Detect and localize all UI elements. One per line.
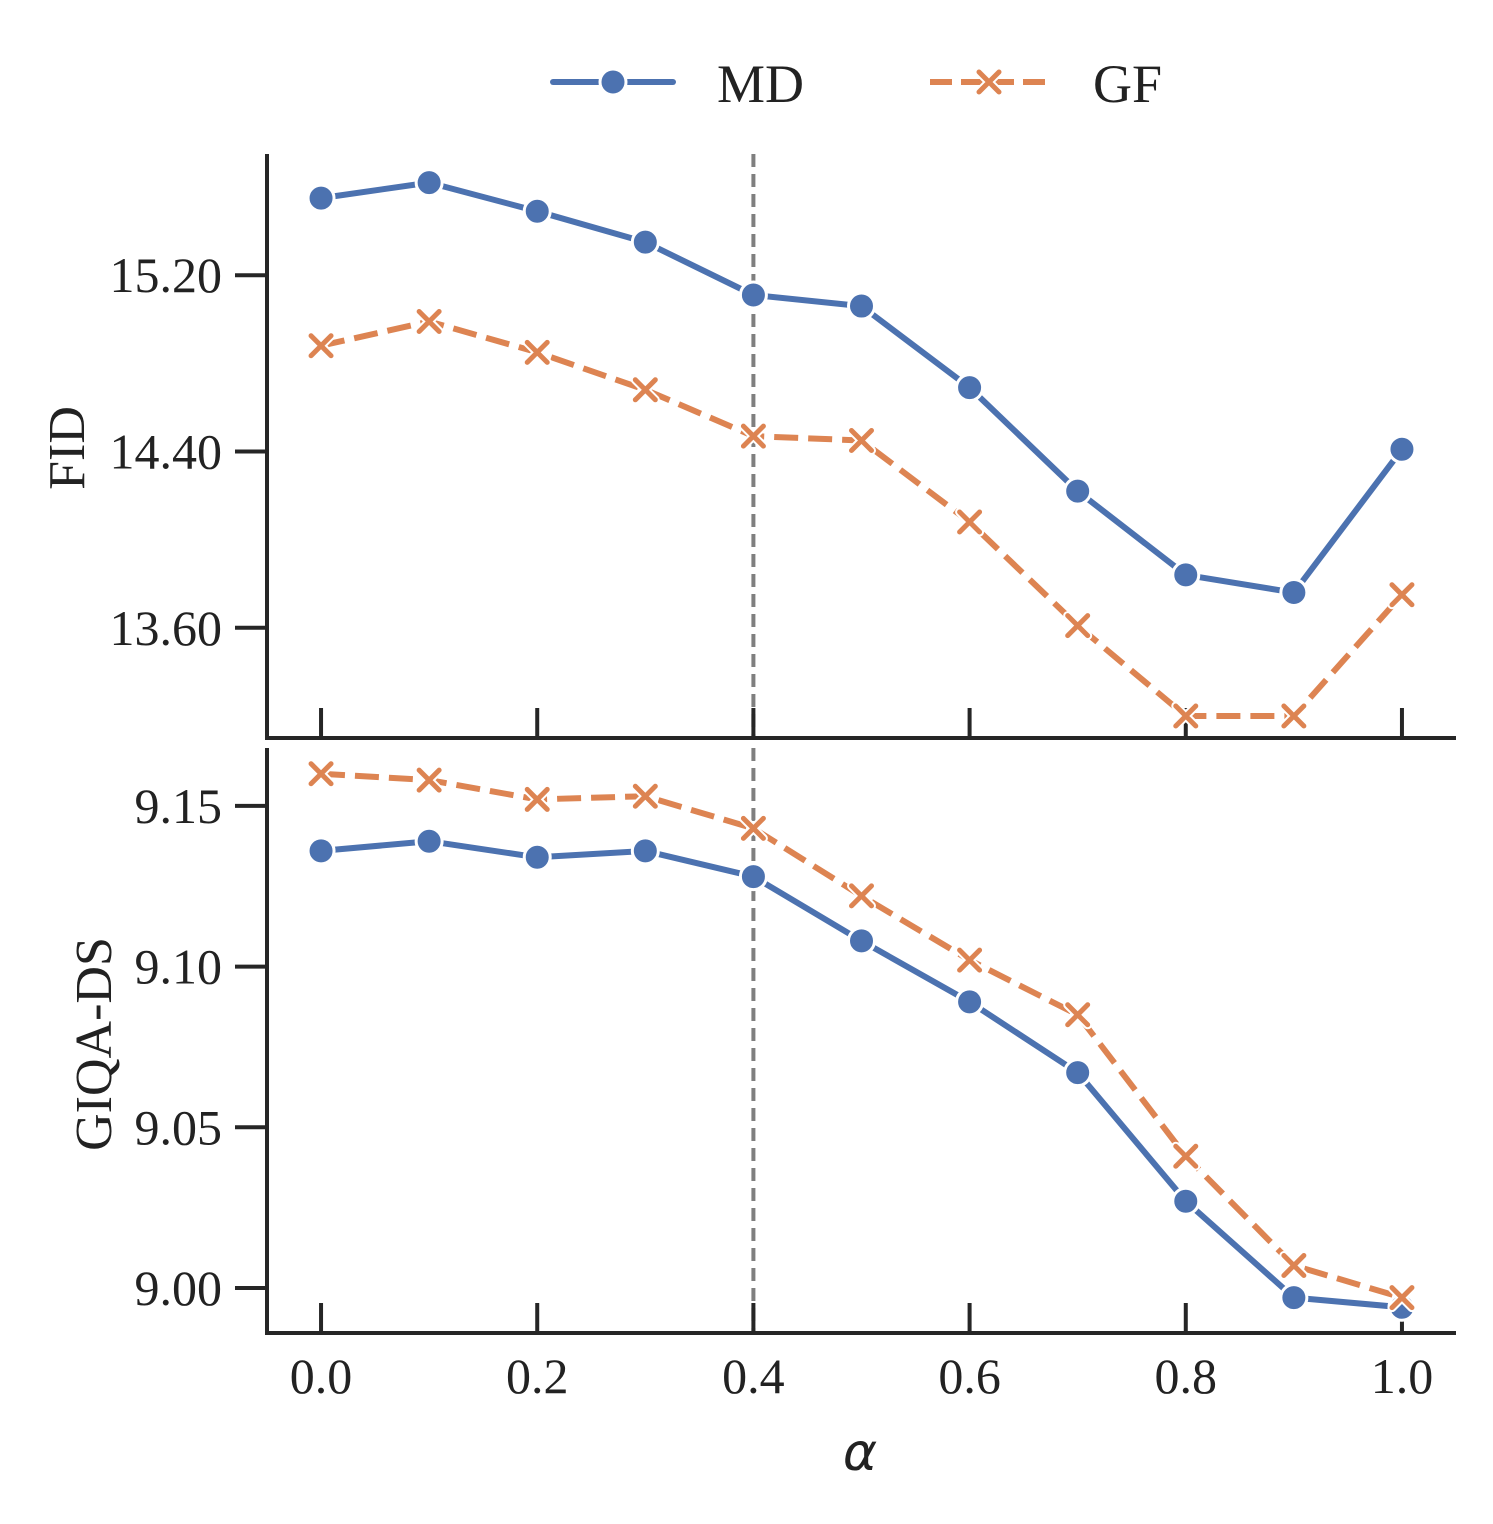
giqa-series-gf-point-10 bbox=[1387, 1283, 1417, 1313]
giqa-series-gf-point-0 bbox=[306, 759, 336, 789]
legend-md-marker bbox=[598, 67, 628, 97]
giqa-series-gf-line bbox=[320, 770, 1403, 1301]
giqa-ds-panel: 9.00 9.05 9.10 9.15 0.0 0.2 0.4 0.6 0.8 1.0 bbox=[135, 748, 1456, 1404]
x-tick-label-0: 0.0 bbox=[290, 1348, 353, 1404]
giqa-series-md-point-8 bbox=[1171, 1186, 1201, 1216]
fid-series-gf-point-0 bbox=[306, 331, 336, 361]
giqa-series-md-point-5 bbox=[847, 926, 876, 956]
fid-series-gf-point-4 bbox=[738, 421, 768, 451]
fid-series-md-line bbox=[320, 179, 1405, 596]
giqa-series-md-point-4 bbox=[738, 862, 768, 892]
fid-series-md-point-3 bbox=[630, 227, 660, 257]
fid-series-gf-point-10 bbox=[1387, 580, 1417, 610]
giqa-series-md-point-0 bbox=[306, 836, 336, 866]
fid-series-gf-point-5 bbox=[847, 425, 876, 455]
x-tick-label-5: 1.0 bbox=[1371, 1348, 1434, 1404]
fid-series-gf-point-9 bbox=[1279, 701, 1309, 731]
x-tick-label-2: 0.4 bbox=[722, 1348, 785, 1404]
giqa-series-gf-point-9 bbox=[1279, 1251, 1309, 1280]
fid-series-gf bbox=[306, 306, 1417, 731]
giqa-y-tick-label-0: 9.00 bbox=[135, 1260, 223, 1316]
legend-gf-label: GF bbox=[1093, 54, 1162, 114]
giqa-series-md-point-7 bbox=[1063, 1058, 1093, 1088]
fid-series-gf-line bbox=[320, 318, 1405, 719]
giqa-series-gf-point-3 bbox=[630, 781, 660, 811]
fid-axis-title: FID bbox=[39, 406, 96, 490]
giqa-series-md-line bbox=[320, 838, 1403, 1311]
giqa-y-tick-label-3: 9.15 bbox=[135, 778, 223, 834]
fid-series-md-point-10 bbox=[1387, 434, 1417, 464]
legend-md-label: MD bbox=[717, 54, 804, 114]
giqa-series-gf-point-2 bbox=[522, 784, 552, 814]
legend-entry-gf: GF bbox=[930, 54, 1162, 114]
legend-entry-md: MD bbox=[550, 54, 804, 114]
fid-y-tick-label-1: 14.40 bbox=[110, 424, 223, 480]
fid-series-md-point-0 bbox=[306, 183, 336, 213]
fid-series-md-point-5 bbox=[847, 291, 876, 321]
fid-panel: 13.60 14.40 15.20 bbox=[110, 154, 1456, 740]
fid-series-gf-point-8 bbox=[1171, 701, 1201, 731]
fid-series-md-point-7 bbox=[1063, 476, 1093, 506]
fid-series-gf-point-6 bbox=[955, 507, 985, 537]
fid-y-tick-label-0: 13.60 bbox=[110, 600, 223, 656]
fid-y-tick-label-2: 15.20 bbox=[110, 247, 223, 303]
giqa-series-md-point-3 bbox=[630, 836, 660, 866]
fid-series-md-point-2 bbox=[522, 196, 552, 226]
x-axis-title: α bbox=[843, 1423, 877, 1483]
fid-series-gf-point-7 bbox=[1063, 611, 1093, 641]
fid-series-md-point-1 bbox=[414, 168, 444, 198]
fid-series-md-point-9 bbox=[1279, 578, 1309, 608]
giqa-ds-axis-title: GIQA-DS bbox=[66, 937, 123, 1151]
giqa-series-gf-point-7 bbox=[1063, 1000, 1093, 1030]
x-tick-label-1: 0.2 bbox=[506, 1348, 569, 1404]
fid-series-gf-point-1 bbox=[414, 306, 444, 336]
giqa-y-tick-label-2: 9.10 bbox=[135, 939, 223, 995]
giqa-series-md-point-9 bbox=[1279, 1283, 1309, 1313]
giqa-series-gf-point-1 bbox=[414, 765, 444, 795]
giqa-series-gf bbox=[306, 759, 1417, 1313]
x-tick-label-4: 0.8 bbox=[1155, 1348, 1218, 1404]
giqa-series-md-point-2 bbox=[522, 842, 552, 872]
giqa-series-gf-point-8 bbox=[1171, 1141, 1201, 1171]
giqa-series-gf-point-6 bbox=[955, 945, 985, 975]
giqa-series-md-point-1 bbox=[414, 826, 444, 856]
giqa-series-md-point-6 bbox=[955, 987, 985, 1017]
fid-series-gf-point-3 bbox=[630, 375, 660, 405]
giqa-y-tick-label-1: 9.05 bbox=[135, 1099, 223, 1155]
fid-series-md-point-6 bbox=[955, 373, 985, 403]
fid-series-md-point-8 bbox=[1171, 560, 1201, 590]
giqa-series-gf-point-4 bbox=[738, 813, 768, 843]
fid-series-gf-point-2 bbox=[522, 337, 552, 367]
x-tick-label-3: 0.6 bbox=[938, 1348, 1001, 1404]
giqa-series-gf-point-5 bbox=[847, 881, 876, 911]
fid-series-md-point-4 bbox=[738, 280, 768, 310]
legend: MD GF bbox=[550, 54, 1162, 114]
fid-series-md bbox=[306, 168, 1417, 608]
